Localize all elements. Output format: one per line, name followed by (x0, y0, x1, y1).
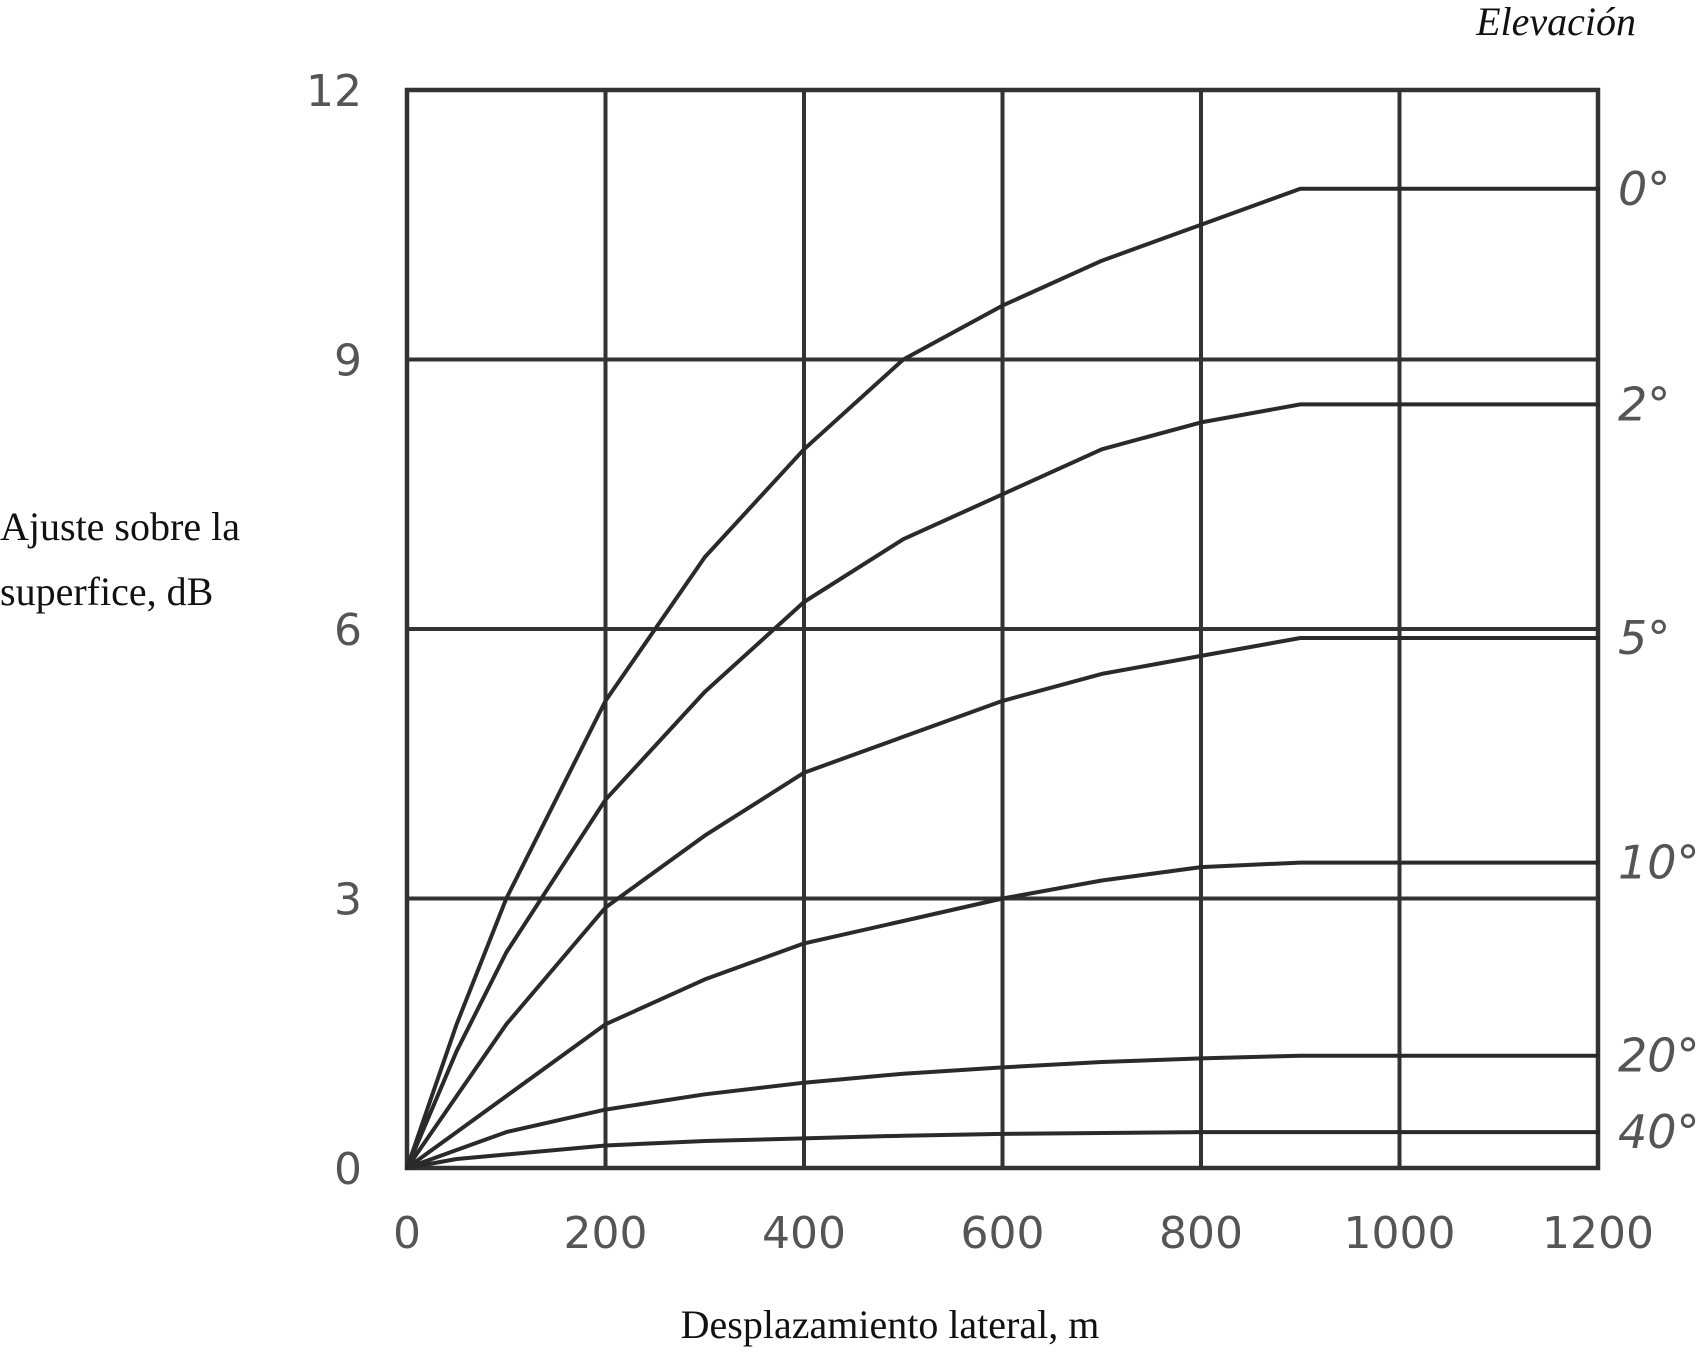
x-tick-label: 0 (393, 1208, 421, 1259)
x-tick-label: 400 (762, 1208, 846, 1259)
y-tick-label: 6 (334, 605, 362, 656)
y-tick-labels: 0 3 6 9 12 (306, 66, 362, 1195)
x-axis-label: Desplazamiento lateral, m (681, 1302, 1100, 1347)
y-tick-label: 0 (334, 1144, 362, 1195)
series-label-3: 10° (1618, 836, 1700, 890)
y-tick-label: 12 (306, 66, 362, 117)
plot-frame (404, 87, 1601, 1171)
series-label-1: 2° (1618, 377, 1670, 431)
y-tick-label: 3 (334, 875, 362, 926)
series-line-2 (405, 636, 1600, 1170)
y-axis-label: Ajuste sobre la superfice, dB (0, 504, 250, 614)
series-line-1 (405, 402, 1600, 1170)
x-tick-label: 1000 (1344, 1208, 1456, 1259)
series-line-5 (405, 1130, 1600, 1170)
y-axis-label-line-1: Ajuste sobre la (0, 504, 240, 549)
series-line-0 (405, 186, 1600, 1170)
grid (405, 88, 1600, 1170)
series-label-2: 5° (1618, 611, 1670, 665)
x-tick-label: 200 (564, 1208, 648, 1259)
x-tick-label: 800 (1159, 1208, 1243, 1259)
series-label-0: 0° (1618, 162, 1670, 216)
series-lines (405, 186, 1600, 1170)
series-line-4 (405, 1053, 1600, 1170)
series-label-4: 20° (1618, 1029, 1700, 1083)
x-tick-labels: 0 200 400 600 800 1000 1200 (393, 1208, 1654, 1259)
y-axis-label-line-2: superfice, dB (0, 569, 213, 614)
y-tick-label: 9 (334, 336, 362, 387)
legend-title: Elevación (1475, 0, 1636, 44)
series-line-3 (405, 860, 1600, 1170)
series-labels: 0° 2° 5° 10° 20° 40° (1618, 162, 1700, 1159)
x-tick-label: 1200 (1542, 1208, 1654, 1259)
x-tick-label: 600 (961, 1208, 1045, 1259)
series-label-5: 40° (1618, 1105, 1700, 1159)
